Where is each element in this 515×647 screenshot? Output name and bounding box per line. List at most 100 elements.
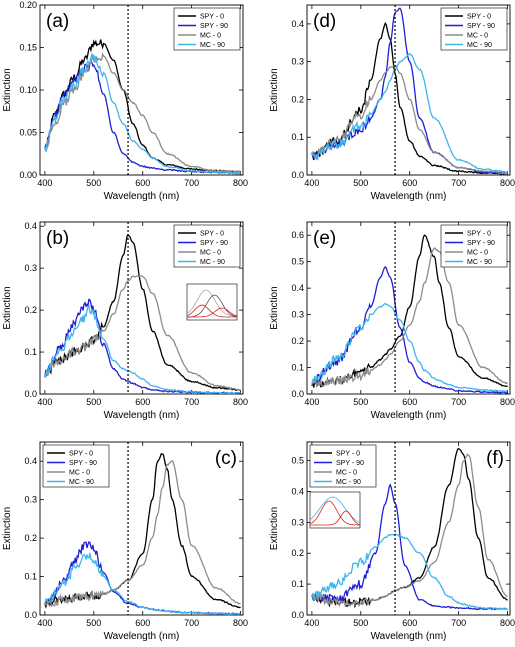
legend-box bbox=[440, 224, 508, 268]
series-line bbox=[44, 39, 241, 173]
series-line bbox=[311, 247, 508, 388]
legend-box bbox=[173, 7, 241, 51]
y-tick-label: 0.1 bbox=[291, 579, 304, 589]
y-axis-label: Extinction bbox=[2, 286, 13, 329]
series-line bbox=[311, 483, 508, 611]
y-tick-label: 0.3 bbox=[24, 263, 37, 273]
x-axis-label: Wavelength (nm) bbox=[104, 191, 180, 202]
chart-panel: 400 500 600 700 800 0.0 0.1 0.2 0.3 0.4 Wavelength… bbox=[2, 441, 248, 642]
x-tick-label: 600 bbox=[402, 178, 417, 188]
y-tick-label: 0.2 bbox=[291, 548, 304, 558]
inset-curve bbox=[309, 500, 360, 526]
legend-entry: MC - 90 bbox=[467, 259, 492, 266]
x-tick-label: 400 bbox=[37, 178, 52, 188]
x-tick-label: 600 bbox=[402, 397, 417, 407]
chart-panel: 400 500 600 700 800 0.0 0.1 0.2 0.3 0.4 Wavelength… bbox=[269, 4, 515, 202]
legend-entry: SPY - 90 bbox=[69, 460, 97, 467]
x-tick-label: 800 bbox=[233, 618, 248, 628]
plot-frame bbox=[39, 221, 244, 395]
x-tick-label: 500 bbox=[86, 397, 101, 407]
inset-frame bbox=[186, 283, 238, 321]
legend: SPY - 0 SPY - 90 MC - 0 MC - 90 bbox=[440, 7, 508, 51]
y-tick-label: 0.00 bbox=[19, 170, 37, 180]
plot-frame bbox=[306, 441, 511, 616]
y-tick-label: 0.4 bbox=[291, 486, 304, 496]
x-axis-label: Wavelength (nm) bbox=[371, 631, 447, 642]
legend: SPY - 0 SPY - 90 MC - 0 MC - 90 bbox=[309, 444, 377, 488]
legend-entry: SPY - 0 bbox=[467, 231, 491, 238]
series-line bbox=[44, 459, 241, 607]
inset-plot bbox=[186, 283, 238, 321]
x-tick-label: 400 bbox=[37, 618, 52, 628]
series-line bbox=[44, 53, 241, 175]
panel-label: (f) bbox=[486, 448, 504, 469]
y-tick-label: 0.4 bbox=[291, 283, 304, 293]
series-line bbox=[311, 64, 508, 175]
x-tick-label: 800 bbox=[500, 397, 515, 407]
legend-entry: SPY - 0 bbox=[467, 14, 491, 21]
y-tick-label: 0.2 bbox=[291, 94, 304, 104]
inset-curve bbox=[186, 304, 237, 318]
series-line bbox=[44, 61, 241, 175]
y-tick-label: 0.0 bbox=[291, 170, 304, 180]
legend-entry: SPY - 0 bbox=[69, 451, 93, 458]
y-axis-label: Extinction bbox=[269, 68, 280, 111]
x-tick-label: 800 bbox=[233, 178, 248, 188]
x-axis-label: Wavelength (nm) bbox=[371, 191, 447, 202]
y-tick-label: 0.6 bbox=[291, 230, 304, 240]
series-line bbox=[311, 302, 508, 393]
legend: SPY - 0 SPY - 90 MC - 0 MC - 90 bbox=[173, 7, 241, 51]
y-tick-label: 0.05 bbox=[19, 128, 37, 138]
panel-label: (b) bbox=[46, 228, 69, 249]
plot-frame bbox=[306, 4, 511, 176]
y-tick-label: 0.0 bbox=[24, 389, 37, 399]
y-tick-label: 0.1 bbox=[291, 132, 304, 142]
y-axis-label: Extinction bbox=[269, 286, 280, 329]
legend-box bbox=[42, 444, 110, 488]
y-tick-label: 0.1 bbox=[24, 572, 37, 582]
legend-entry: MC - 90 bbox=[467, 42, 492, 49]
chart-panel: 400 500 600 700 800 0.0 0.1 0.2 0.3 0.4 0.5 0.6 Wave… bbox=[269, 221, 515, 421]
panel-label: (a) bbox=[46, 11, 69, 32]
legend-entry: MC - 0 bbox=[467, 33, 488, 40]
series-line bbox=[44, 552, 241, 615]
y-tick-label: 0.5 bbox=[291, 456, 304, 466]
inset-plot bbox=[309, 491, 361, 529]
y-tick-label: 0.3 bbox=[291, 517, 304, 527]
legend-entry: SPY - 90 bbox=[200, 23, 228, 30]
y-tick-label: 0.2 bbox=[24, 305, 37, 315]
legend-entry: SPY - 90 bbox=[467, 240, 495, 247]
series-line bbox=[311, 21, 508, 175]
y-tick-label: 0.2 bbox=[291, 336, 304, 346]
x-tick-label: 500 bbox=[353, 178, 368, 188]
x-tick-label: 600 bbox=[402, 618, 417, 628]
x-tick-label: 600 bbox=[135, 178, 150, 188]
legend-entry: MC - 0 bbox=[467, 250, 488, 257]
legend-entry: MC - 90 bbox=[200, 259, 225, 266]
series-line bbox=[44, 298, 241, 394]
x-tick-label: 400 bbox=[37, 397, 52, 407]
x-tick-label: 400 bbox=[304, 618, 319, 628]
y-tick-label: 0.0 bbox=[24, 610, 37, 620]
x-tick-label: 400 bbox=[304, 397, 319, 407]
y-tick-label: 0.4 bbox=[24, 456, 37, 466]
legend-entry: SPY - 0 bbox=[200, 14, 224, 21]
legend-box bbox=[440, 7, 508, 51]
y-tick-label: 0.5 bbox=[291, 257, 304, 267]
series-line bbox=[311, 265, 508, 394]
series-line bbox=[311, 52, 508, 174]
inset-curve bbox=[186, 289, 237, 317]
chart-panel: 400 500 600 700 800 0.00 0.05 0.10 0.15 0.20 Wavel… bbox=[2, 0, 248, 202]
legend-entry: MC - 0 bbox=[200, 33, 221, 40]
y-tick-label: 0.2 bbox=[24, 533, 37, 543]
y-tick-label: 0.1 bbox=[291, 363, 304, 373]
y-tick-label: 0.20 bbox=[19, 0, 37, 10]
x-tick-label: 800 bbox=[500, 178, 515, 188]
series-line bbox=[44, 233, 241, 391]
y-tick-label: 0.4 bbox=[291, 19, 304, 29]
x-tick-label: 800 bbox=[233, 397, 248, 407]
x-tick-label: 400 bbox=[304, 178, 319, 188]
y-tick-label: 0.0 bbox=[291, 389, 304, 399]
x-axis-label: Wavelength (nm) bbox=[371, 410, 447, 421]
x-tick-label: 800 bbox=[500, 618, 515, 628]
